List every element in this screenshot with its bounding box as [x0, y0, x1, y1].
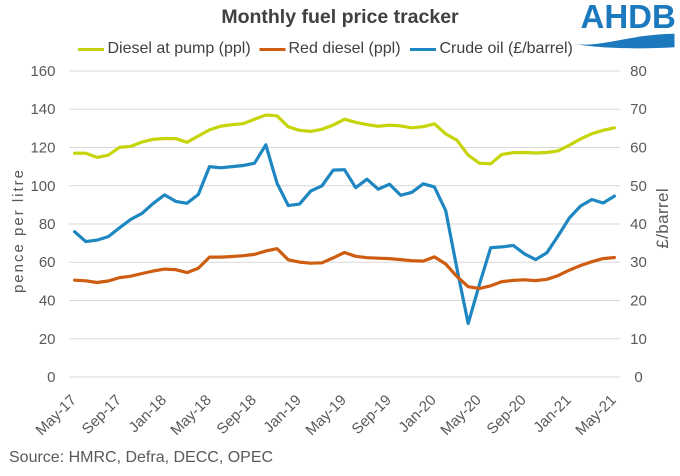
svg-text:Monthly fuel price tracker: Monthly fuel price tracker [221, 6, 459, 28]
svg-text:Diesel at pump (ppl): Diesel at pump (ppl) [108, 40, 251, 57]
svg-text:0: 0 [47, 369, 55, 386]
svg-text:20: 20 [630, 293, 647, 310]
svg-text:20: 20 [39, 331, 56, 348]
svg-text:Crude oil (£/barrel): Crude oil (£/barrel) [440, 40, 573, 57]
svg-text:70: 70 [630, 101, 647, 118]
svg-text:60: 60 [39, 254, 56, 271]
svg-text:Red diesel (ppl): Red diesel (ppl) [289, 40, 401, 57]
svg-text:AHDB: AHDB [581, 0, 676, 35]
svg-text:40: 40 [630, 216, 647, 233]
svg-text:30: 30 [630, 254, 647, 271]
svg-text:Source: HMRC, Defra, DECC, OP: Source: HMRC, Defra, DECC, OPEC [9, 449, 273, 466]
svg-text:50: 50 [630, 178, 647, 195]
svg-text:10: 10 [630, 331, 647, 348]
svg-text:140: 140 [30, 101, 55, 118]
svg-text:pence per litre: pence per litre [10, 168, 27, 293]
svg-text:80: 80 [630, 63, 647, 80]
svg-text:£/barrel: £/barrel [653, 188, 672, 249]
svg-text:160: 160 [30, 63, 55, 80]
svg-text:0: 0 [634, 369, 642, 386]
svg-text:80: 80 [39, 216, 56, 233]
svg-text:60: 60 [630, 140, 647, 157]
svg-text:100: 100 [30, 178, 55, 195]
svg-text:40: 40 [39, 293, 56, 310]
svg-text:120: 120 [30, 140, 55, 157]
